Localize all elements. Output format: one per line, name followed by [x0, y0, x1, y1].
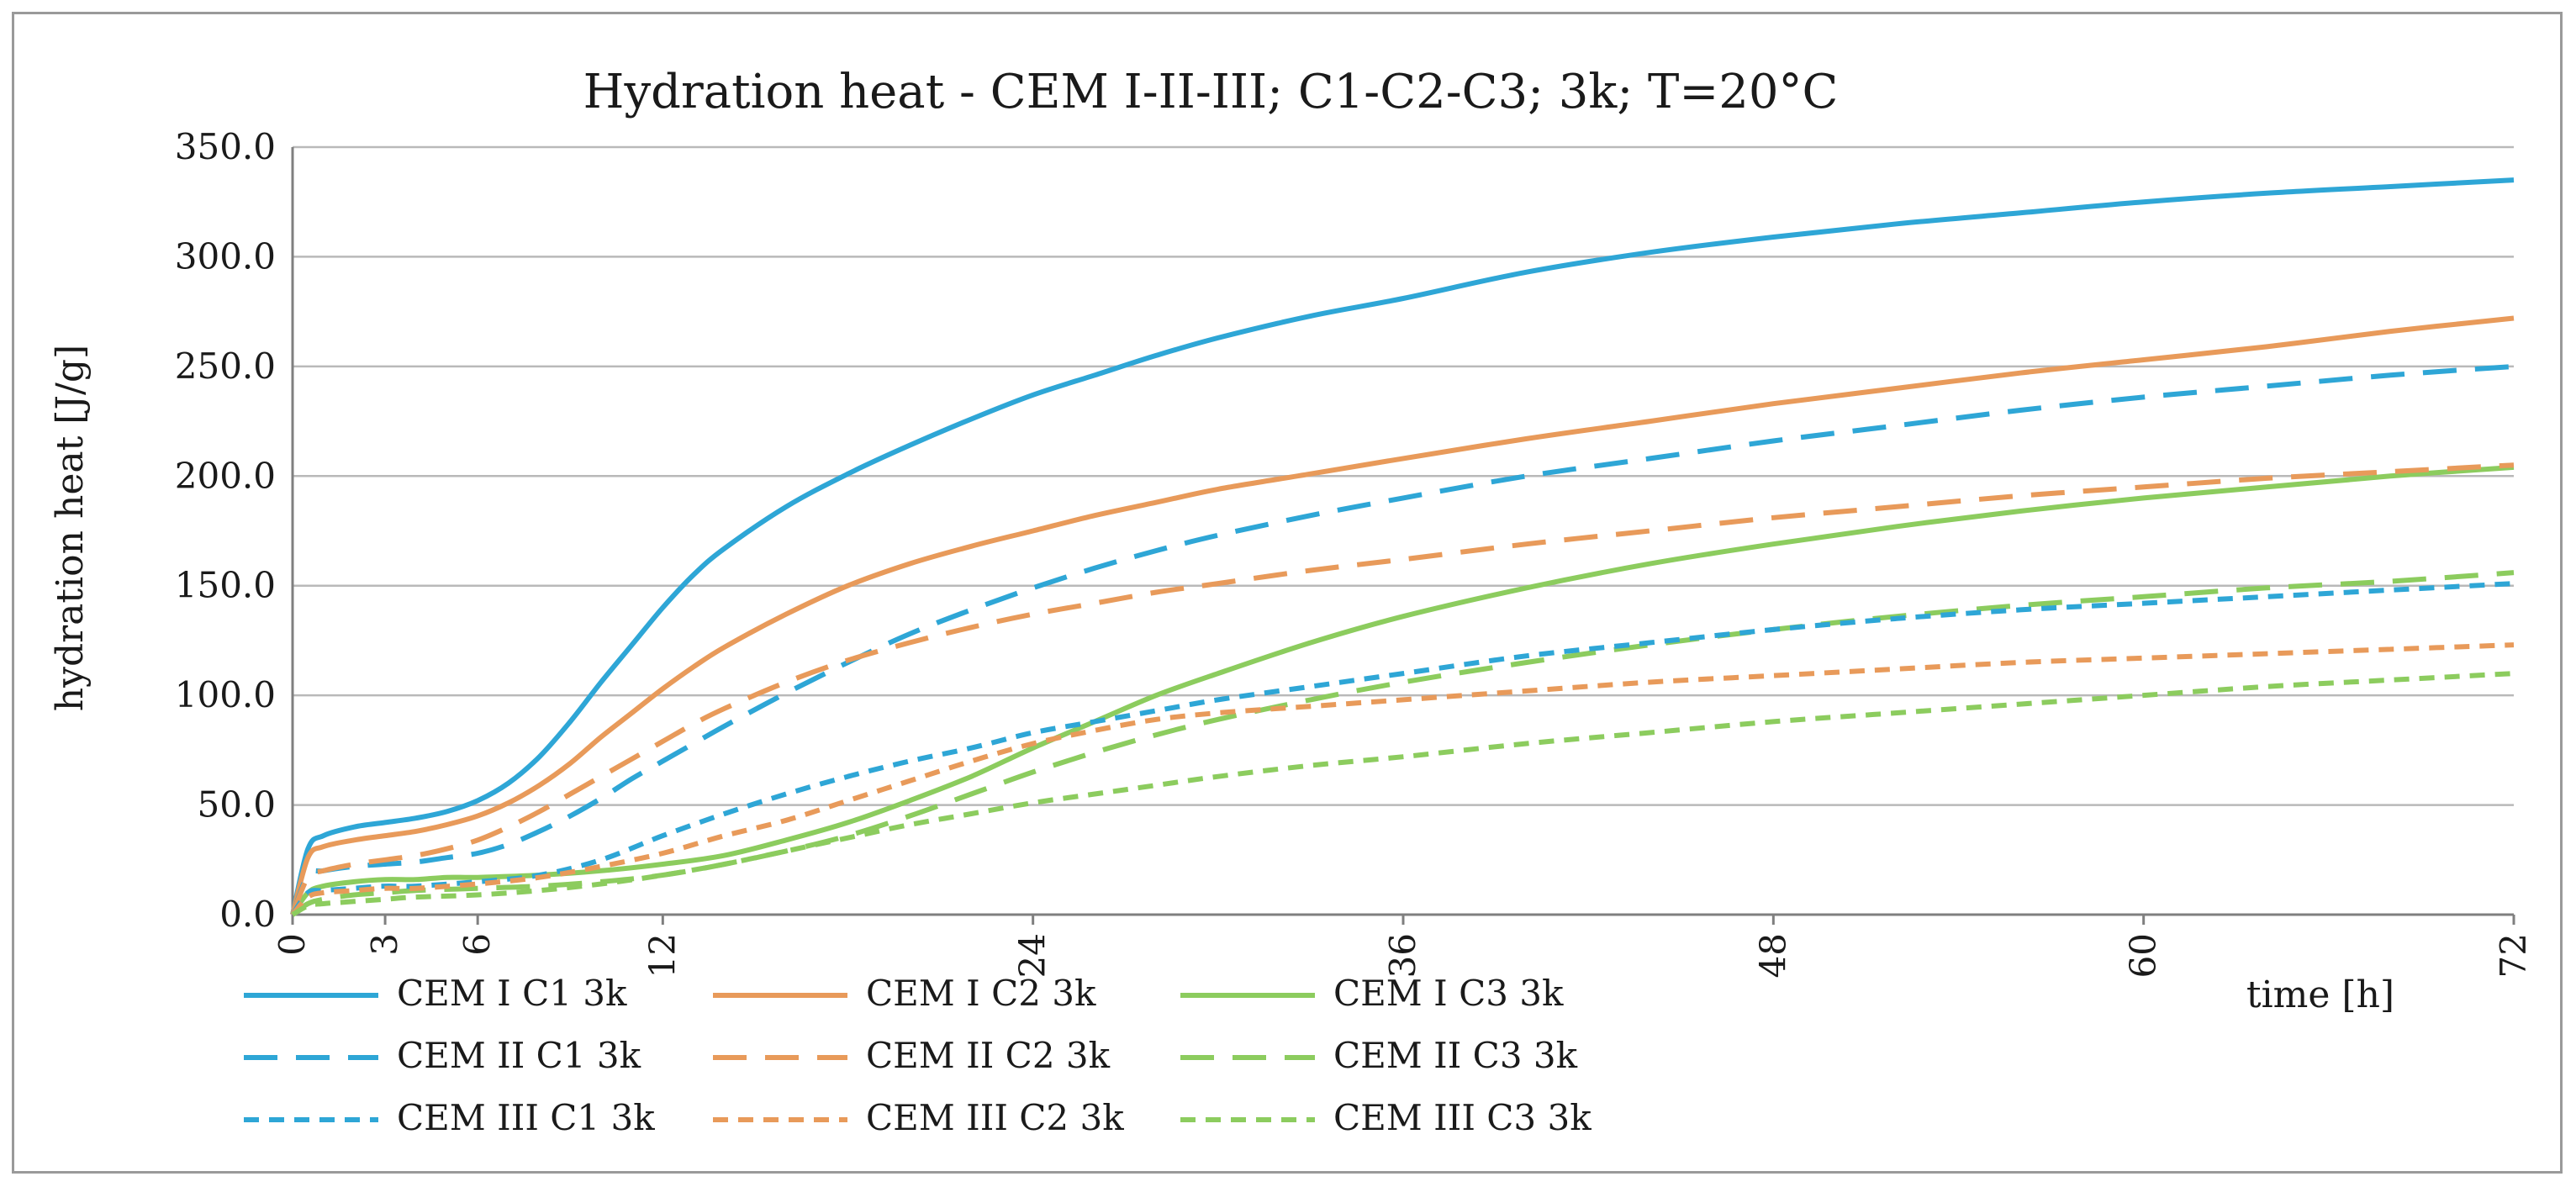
x-axis-label: time [h]: [2246, 973, 2394, 1016]
y-tick-label: 50.0: [197, 784, 276, 826]
x-tick-label: 6: [457, 933, 498, 956]
series-line: [290, 315, 2515, 915]
x-tick-label: 48: [1752, 933, 1793, 978]
legend-label: CEM I C2 3k: [866, 973, 1096, 1014]
chart-title: Hydration heat - CEM I-II-III; C1-C2-C3;…: [583, 65, 1839, 119]
y-tick-label: 100.0: [175, 674, 276, 715]
legend-label: CEM I C1 3k: [397, 973, 627, 1014]
legend-label: CEM II C2 3k: [866, 1035, 1111, 1076]
y-axis-ticks: 0.0 50.0 100.0 150.0 200.0 250.0 300.0 350.0: [175, 126, 276, 935]
series-line: [291, 570, 2515, 917]
chart-frame: [12, 12, 2563, 1174]
legend-label: CEM II C1 3k: [397, 1035, 641, 1076]
y-tick-label: 350.0: [175, 126, 276, 167]
x-tick-label: 0: [272, 933, 313, 956]
x-tick-label: 72: [2493, 933, 2534, 978]
series-line: [290, 581, 2515, 916]
legend-label: CEM III C2 3k: [866, 1097, 1124, 1138]
y-tick-label: 250.0: [175, 346, 276, 387]
legend-label: CEM II C3 3k: [1333, 1035, 1578, 1076]
legend-label: CEM III C1 3k: [397, 1097, 655, 1138]
legend: CEM I C1 3k CEM I C2 3k CEM I C3 3k CEM II …: [244, 973, 1592, 1138]
legend-label: CEM III C3 3k: [1333, 1097, 1592, 1138]
x-tick-label: 60: [2123, 933, 2164, 978]
x-axis-ticks: 0 3 6 12 24 36 48 60 72: [272, 915, 2534, 978]
x-tick-label: 24: [1012, 933, 1053, 978]
y-tick-label: 300.0: [175, 235, 276, 277]
series-line: [290, 363, 2515, 916]
y-tick-label: 0.0: [219, 894, 276, 935]
x-tick-label: 36: [1382, 933, 1423, 978]
gridlines: [291, 145, 2514, 916]
series-line: [290, 462, 2515, 916]
data-series: [290, 177, 2515, 917]
series-line: [290, 642, 2515, 916]
series-line: [291, 671, 2515, 917]
y-axis-label: hydration heat [J/g]: [49, 345, 92, 711]
y-tick-label: 150.0: [175, 565, 276, 606]
y-tick-label: 200.0: [175, 455, 276, 496]
x-tick-label: 3: [364, 933, 405, 956]
series-line: [290, 177, 2515, 915]
legend-label: CEM I C3 3k: [1333, 973, 1564, 1014]
x-tick-label: 12: [641, 933, 683, 978]
